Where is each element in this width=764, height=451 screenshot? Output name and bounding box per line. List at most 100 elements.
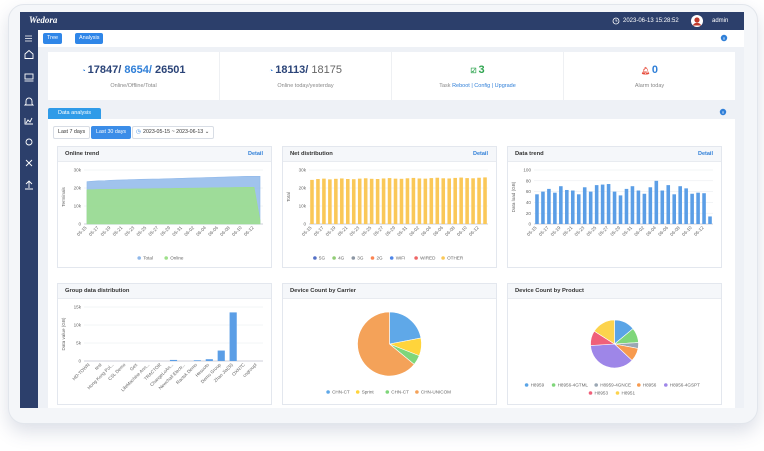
- bar: [345, 179, 350, 224]
- bar: [193, 360, 201, 361]
- legend-swatch: [385, 390, 390, 394]
- legend-swatch: [637, 383, 641, 387]
- date-range[interactable]: ◷ 2023-05-15 ~ 2023-06-13 ⌄: [132, 126, 215, 139]
- detail-link[interactable]: Detail: [698, 151, 713, 157]
- chart-title: Device Count by Product: [515, 288, 584, 294]
- logo: Wedora: [29, 15, 58, 25]
- legend-label: CHN-CT: [332, 390, 350, 395]
- y-tick-label: 100: [523, 168, 531, 173]
- bar: [328, 179, 332, 224]
- legend-swatch: [441, 256, 445, 260]
- chart-panel: Group data distribution 0 5k 10k 15k Data val…: [57, 283, 272, 405]
- bar: [483, 177, 487, 224]
- bar: [459, 177, 463, 224]
- help-icon[interactable]: [719, 108, 727, 116]
- sidebar-icons: [23, 49, 35, 190]
- bar: [417, 178, 422, 224]
- avatar[interactable]: [690, 14, 704, 28]
- y-axis-label: Data load (GB): [511, 181, 516, 212]
- bar: [316, 179, 320, 224]
- bar: [423, 178, 428, 224]
- panel-header: Online trend Detail: [58, 147, 271, 162]
- stat-alarm: 🔔︎ 0 Alarm today: [564, 52, 735, 100]
- stat-task: ☑ 3 Task Reboot | Config | Upgrade: [392, 52, 564, 100]
- x-tick-label: 06-12: [693, 225, 705, 237]
- x-tick-label: Gex: [129, 362, 139, 372]
- x-tick-label: 05-23: [574, 225, 586, 237]
- bar: [684, 188, 688, 224]
- y-tick-label: 60: [526, 189, 532, 194]
- x-tick-label: 05-29: [609, 225, 621, 237]
- today-count: 18113/: [275, 64, 309, 76]
- panel-header: Data trend Detail: [508, 147, 721, 162]
- pie-slice: [593, 319, 615, 345]
- x-tick-label: 05-21: [337, 225, 349, 237]
- x-tick-label: 06-08: [219, 225, 231, 237]
- bar: [618, 195, 623, 224]
- x-tick-label: 05-21: [112, 225, 124, 237]
- x-tick-label: 05-15: [76, 225, 88, 237]
- legend-label: CHN-UNICOM: [421, 390, 451, 395]
- legend-swatch: [332, 256, 336, 260]
- x-tick-label: 06-02: [183, 225, 195, 237]
- bar: [363, 178, 368, 224]
- x-tick-label: 05-19: [325, 225, 337, 237]
- menu-icon[interactable]: [24, 34, 33, 43]
- total-count: 26501: [154, 64, 186, 76]
- tab-analysis[interactable]: Analysis: [75, 33, 104, 44]
- legend-swatch: [664, 383, 668, 387]
- chart: 0 10k 20k 30k Total 05-15 05-17 05-19 05-21 05-23…: [286, 168, 488, 261]
- chart-panel: Online trend Detail 0 10k 20k 30k Terminals 05-…: [57, 146, 272, 268]
- legend-label: H8956-4GTML: [558, 383, 589, 388]
- pie-slice: [389, 311, 422, 345]
- bar: [678, 186, 682, 224]
- detail-link[interactable]: Detail: [248, 151, 263, 157]
- bar: [205, 359, 213, 361]
- legend-label: OTHER: [447, 256, 464, 261]
- alarm-count: 0: [651, 64, 658, 76]
- y-tick-label: 20: [526, 211, 532, 216]
- chart: 0 20 40 60 80 100 Data load (GB) 05-15 05-17 05-1…: [511, 168, 713, 237]
- legend-label: H8951: [622, 391, 636, 396]
- x-tick-label: 05-21: [562, 225, 574, 237]
- bar: [357, 178, 362, 224]
- x-tick-label: 06-02: [408, 225, 420, 237]
- bar: [576, 194, 581, 224]
- user-name[interactable]: admin: [712, 17, 729, 24]
- y-tick-label: 5k: [76, 341, 82, 346]
- legend-label: 3G: [357, 256, 364, 261]
- task-links[interactable]: Reboot | Config | Upgrade: [452, 83, 516, 89]
- x-tick-label: 05-31: [621, 225, 633, 237]
- x-tick-label: 05-17: [88, 225, 100, 237]
- datetime: 2023-06-13 15:28:52: [623, 17, 679, 24]
- online-count: 17847/: [87, 64, 122, 76]
- legend-swatch: [414, 256, 418, 260]
- chart: H8959 H8956-4GTML H8959-4GNCE H8956 H8956-4G…: [524, 319, 700, 396]
- legend-label: H8959-4GNCE: [600, 383, 631, 388]
- stat-label: Alarm today: [634, 83, 665, 89]
- x-tick-label: 06-08: [669, 225, 681, 237]
- help-icon[interactable]: [720, 34, 728, 42]
- bar: [369, 178, 374, 224]
- legend-label: H8959: [531, 383, 545, 388]
- chart-title: Net distribution: [290, 151, 333, 157]
- bar: [351, 179, 356, 224]
- legend-label: H8953: [595, 391, 609, 396]
- analysis-tab[interactable]: Data analysis: [48, 108, 102, 119]
- legend-label: Online: [170, 256, 184, 261]
- bar: [553, 192, 557, 224]
- chart-title: Device Count by Carrier: [290, 288, 357, 294]
- range-button[interactable]: Last 7 days: [53, 126, 91, 139]
- bar: [535, 194, 539, 224]
- x-tick-label: 05-25: [136, 225, 148, 237]
- bar: [429, 178, 434, 224]
- detail-link[interactable]: Detail: [473, 151, 488, 157]
- x-tick-label: 05-25: [361, 225, 373, 237]
- range-button[interactable]: Last 30 days: [91, 126, 132, 139]
- bar: [441, 178, 446, 224]
- x-tick-label: 05-27: [597, 225, 609, 237]
- stat-online: ◔ 17847/ 8654/ 26501 Online/Offline/Tota…: [48, 52, 220, 100]
- tab-tree[interactable]: Tree: [43, 33, 63, 44]
- chart-title: Group data distribution: [65, 288, 130, 294]
